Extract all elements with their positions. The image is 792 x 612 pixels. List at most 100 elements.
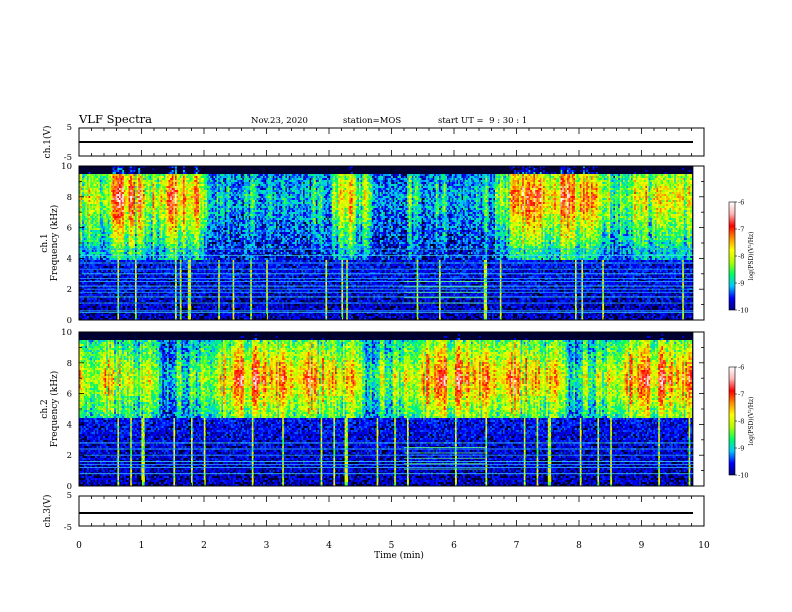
spectrogram-cell (111, 214, 113, 216)
spectrogram-cell (194, 272, 197, 274)
spectrogram-cell (191, 244, 193, 246)
spectrogram-cell (192, 316, 195, 318)
spectrogram-cell (176, 264, 179, 266)
spectrogram-cell (117, 186, 120, 188)
spectrogram-cell (90, 284, 93, 286)
spectrogram-cell (98, 238, 101, 240)
spectrogram-cell (141, 188, 144, 190)
spectrogram-cell (139, 186, 142, 188)
spectrogram-cell (170, 238, 173, 240)
spectrogram-cell (175, 314, 177, 316)
spectrogram-cell (163, 274, 166, 276)
spectrogram-cell (141, 194, 144, 196)
spectrogram-cell (114, 270, 117, 272)
spectrogram-cell (181, 228, 184, 230)
spectrogram-cell (107, 246, 110, 248)
spectrogram-cell (191, 270, 193, 272)
spectrogram-cell (155, 280, 158, 282)
spectrogram-cell (83, 176, 86, 178)
spectrogram-cell (146, 308, 149, 310)
spectrogram-cell (133, 182, 136, 184)
spectrogram-cell (123, 186, 126, 188)
spectrogram-cell (171, 274, 174, 276)
spectrogram-cell (83, 212, 86, 214)
spectrogram-cell (125, 236, 128, 238)
spectrogram-cell (178, 266, 181, 268)
spectrogram-cell (114, 278, 117, 280)
spectrogram-cell (151, 176, 153, 178)
spectrogram-cell (187, 224, 190, 226)
spectrogram-cell (170, 218, 173, 220)
spectrogram-cell (111, 232, 113, 234)
spectrogram-cell (168, 306, 171, 308)
spectrogram-cell (139, 314, 142, 316)
spectrogram-cell (128, 246, 131, 248)
spectrogram-cell (119, 258, 121, 260)
spectrogram-cell (187, 240, 190, 242)
spectrogram-cell (128, 294, 131, 296)
spectrogram-cell (136, 252, 139, 254)
spectrogram-cell (117, 198, 120, 200)
spectrogram-cell (109, 286, 112, 288)
spectrogram-cell (167, 242, 169, 244)
spectrogram-cell (162, 208, 165, 210)
spectrogram-cell (179, 318, 182, 320)
spectrogram-cell (159, 174, 161, 176)
spectrogram-cell (106, 274, 109, 276)
spectrogram-cell (133, 266, 136, 268)
spectrogram-cell (173, 178, 176, 180)
spectrogram-cell (82, 176, 85, 178)
spectrogram-cell (168, 244, 171, 246)
spectrogram-cell (109, 236, 112, 238)
spectrogram-cell (187, 280, 190, 282)
spectrogram-cell (146, 264, 149, 266)
spectrogram-cell (119, 234, 121, 236)
spectrogram-cell (149, 174, 152, 176)
spectrogram-cell (83, 224, 86, 226)
spectrogram-cell (127, 184, 129, 186)
spectrogram-cell (98, 298, 101, 300)
spectrogram-cell (151, 282, 153, 284)
spectrogram-cell (138, 192, 141, 194)
spectrogram-cell (82, 242, 85, 244)
spectrogram-cell (83, 236, 86, 238)
spectrogram-cell (103, 228, 105, 230)
spectrogram-cell (195, 224, 198, 226)
spectrogram-cell (168, 236, 171, 238)
spectrogram-cell (112, 266, 115, 268)
spectrogram-cell (138, 186, 141, 188)
spectrogram-cell (112, 260, 115, 262)
spectrogram-cell (91, 244, 94, 246)
spectrogram-cell (184, 264, 187, 266)
spectrogram-cell (167, 312, 169, 314)
spectrogram-cell (194, 206, 197, 208)
spectrogram-cell (135, 224, 137, 226)
spectrogram-cell (191, 300, 193, 302)
spectrogram-cell (144, 208, 147, 210)
spectrogram-cell (195, 230, 198, 232)
spectrogram-cell (143, 318, 145, 320)
spectrogram-cell (144, 198, 147, 200)
spectrogram-cell (101, 222, 104, 224)
spectrogram-cell (96, 232, 99, 234)
spectrogram-cell (159, 230, 161, 232)
spectrogram-cell (165, 280, 168, 282)
spectrogram-cell (93, 228, 96, 230)
spectrogram-cell (127, 228, 129, 230)
spectrogram-cell (79, 272, 81, 274)
spectrogram-cell (179, 314, 182, 316)
spectrogram-cell (107, 232, 110, 234)
spectrogram-cell (183, 240, 185, 242)
spectrogram-cell (95, 290, 97, 292)
spectrogram-cell (135, 238, 137, 240)
spectrogram-cell (117, 300, 120, 302)
spectrogram-cell (104, 198, 107, 200)
spectrogram-cell (163, 270, 166, 272)
spectrogram-cell (87, 278, 89, 280)
spectrogram-cell (181, 200, 184, 202)
spectrogram-cell (127, 224, 129, 226)
spectrogram-cell (101, 286, 104, 288)
spectrogram-cell (181, 186, 184, 188)
spectrogram-cell (125, 216, 128, 218)
spectrogram-cell (120, 242, 123, 244)
